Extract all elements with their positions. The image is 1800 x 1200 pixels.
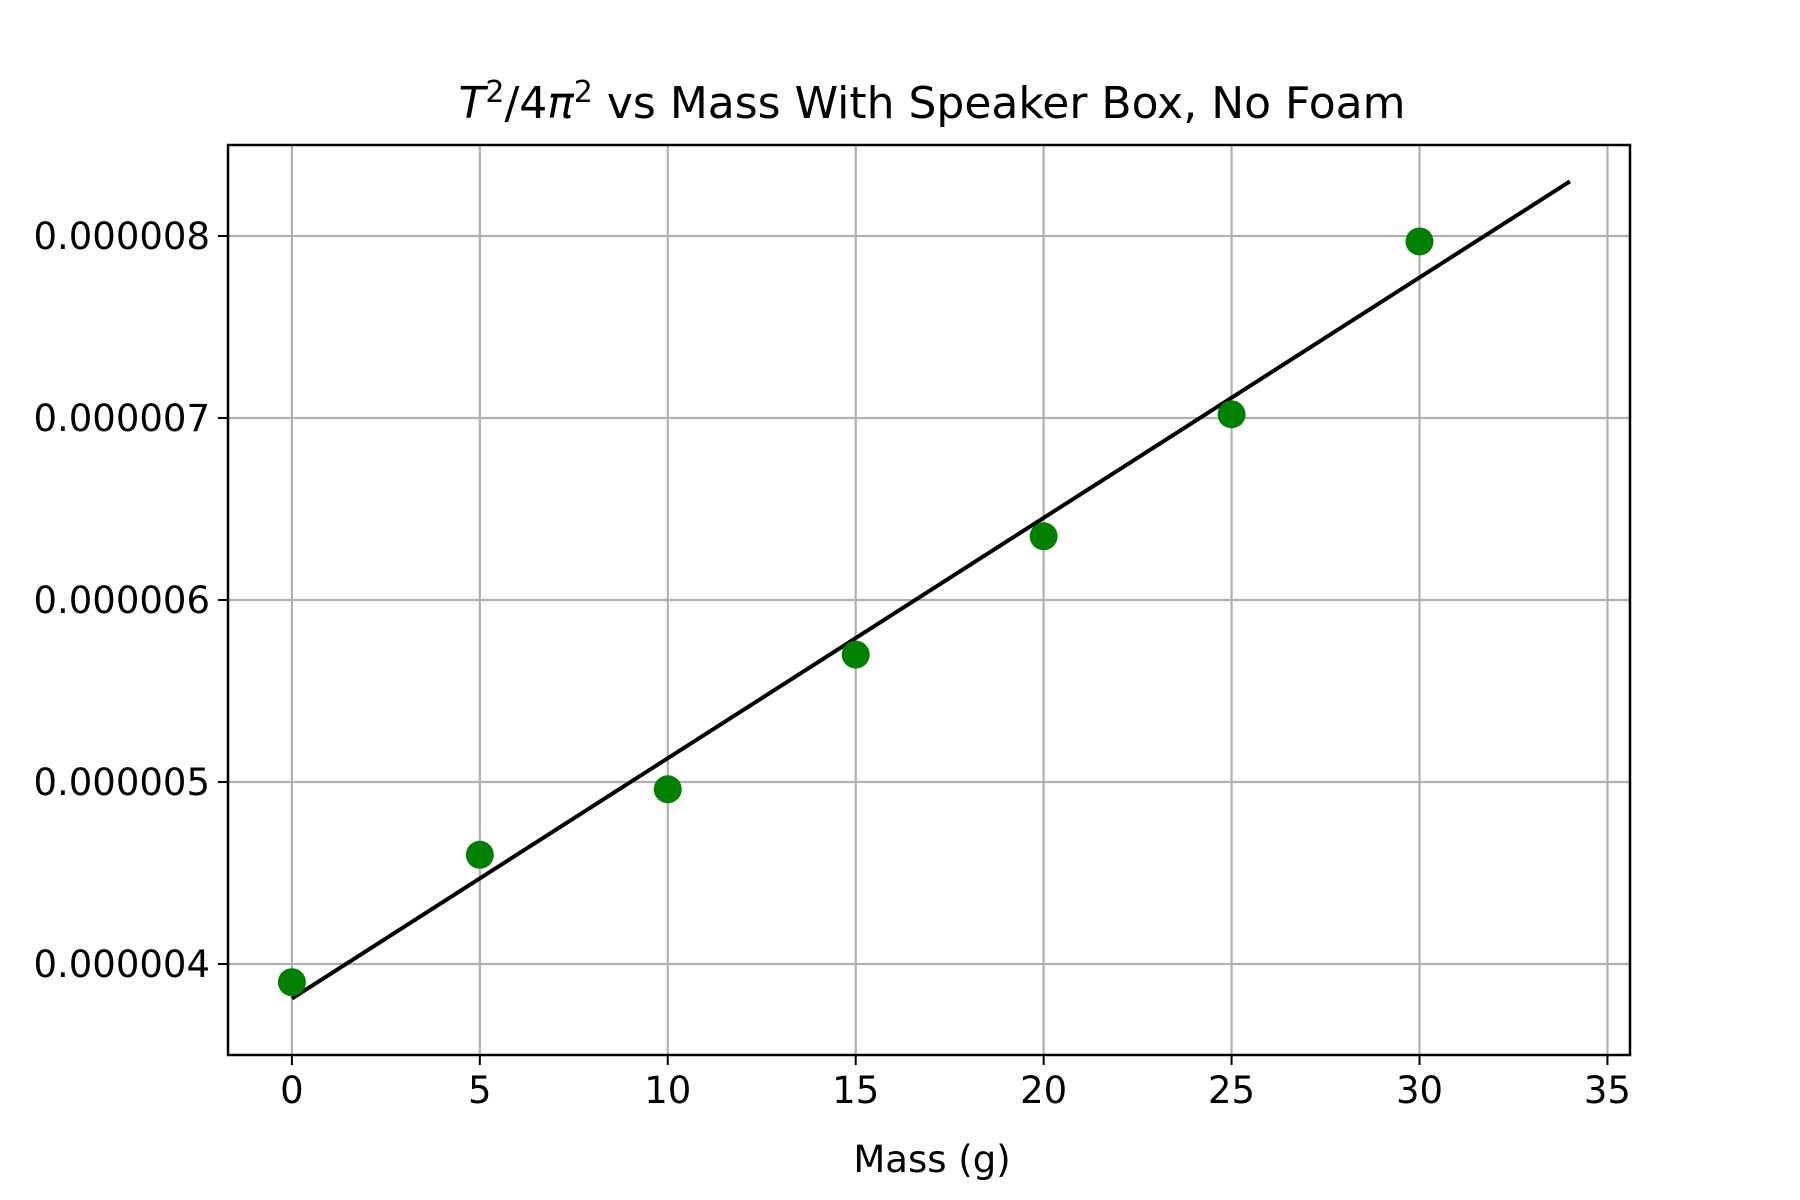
chart-title-pi: π bbox=[547, 78, 575, 129]
x-axis-label: Mass (g) bbox=[853, 1138, 1010, 1181]
grid-lines bbox=[228, 145, 1630, 1055]
x-tick-label: 0 bbox=[280, 1069, 304, 1112]
y-tick-label: 0.000004 bbox=[33, 943, 210, 986]
data-point bbox=[653, 775, 682, 804]
data-point bbox=[841, 640, 870, 669]
chart-title: T2/4π2 vs Mass With Speaker Box, No Foam bbox=[458, 75, 1405, 129]
x-tick-label: 30 bbox=[1396, 1069, 1443, 1112]
fit-line-layer bbox=[290, 179, 1571, 1001]
x-tick-label: 5 bbox=[468, 1069, 492, 1112]
chart-title-superscript-2: 2 bbox=[574, 75, 593, 110]
x-tick-label: 10 bbox=[644, 1069, 691, 1112]
chart-title-superscript-1: 2 bbox=[485, 75, 504, 110]
data-points-layer bbox=[277, 227, 1434, 997]
y-tick-label: 0.000005 bbox=[33, 761, 210, 804]
x-tick-label: 35 bbox=[1584, 1069, 1631, 1112]
chart-title-divisor: /4 bbox=[504, 78, 547, 129]
y-tick-label: 0.000007 bbox=[33, 397, 210, 440]
y-axis-ticks: 0.000004 0.000005 0.000006 0.000007 0.000008 bbox=[33, 215, 228, 986]
data-point bbox=[277, 968, 306, 997]
y-tick-label: 0.000008 bbox=[33, 215, 210, 258]
x-tick-label: 15 bbox=[832, 1069, 879, 1112]
data-point bbox=[1405, 227, 1434, 256]
chart-title-text: vs Mass With Speaker Box, No Foam bbox=[593, 78, 1406, 129]
data-point bbox=[1029, 522, 1058, 551]
x-axis-ticks: 0 5 10 15 20 25 30 35 bbox=[280, 1055, 1631, 1112]
chart-title-variable: T bbox=[458, 78, 488, 129]
fit-line bbox=[290, 179, 1571, 1001]
data-point bbox=[1217, 400, 1246, 429]
x-tick-label: 25 bbox=[1208, 1069, 1255, 1112]
data-point bbox=[465, 840, 494, 869]
x-tick-label: 20 bbox=[1020, 1069, 1067, 1112]
y-tick-label: 0.000006 bbox=[33, 579, 210, 622]
